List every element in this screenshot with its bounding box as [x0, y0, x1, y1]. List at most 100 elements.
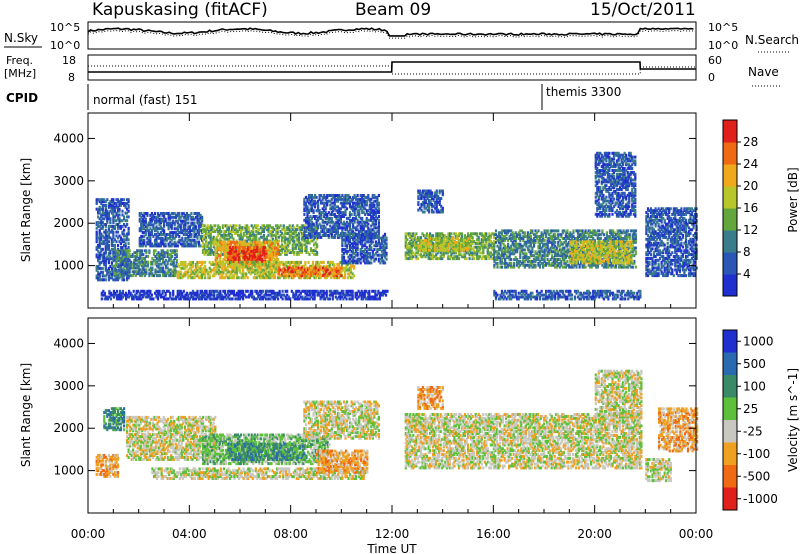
power-echo-cell: [311, 289, 315, 293]
power-echo-cell: [176, 274, 179, 278]
power-echo-cell: [160, 262, 163, 266]
power-echo-cell: [373, 199, 376, 203]
power-echo-cell: [128, 272, 131, 276]
power-echo-cell: [267, 230, 270, 233]
power-echo-cell: [282, 224, 285, 228]
power-echo-cell: [300, 251, 303, 254]
power-echo-cell: [429, 253, 432, 257]
power-echo-cell: [348, 226, 352, 230]
power-echo-cell: [326, 215, 329, 218]
power-echo-cell: [103, 242, 106, 246]
power-echo-cell: [128, 264, 131, 268]
power-echo-cell: [197, 233, 201, 236]
power-echo-cell: [222, 240, 225, 244]
power-echo-cell: [380, 253, 384, 257]
power-echo-cell: [304, 289, 307, 293]
power-echo-cell: [194, 215, 198, 219]
power-echo-cell: [98, 244, 101, 247]
power-echo-cell: [255, 252, 258, 256]
power-echo-cell: [245, 274, 248, 278]
power-echo-cell: [185, 217, 188, 221]
power-echo-cell: [264, 266, 267, 270]
power-echo-cell: [346, 293, 350, 297]
power-echo-cell: [163, 238, 166, 242]
power-echo-cell: [265, 253, 268, 257]
power-echo-cell: [293, 297, 296, 301]
power-echo-cell: [127, 230, 130, 234]
power-echo-cell: [214, 230, 217, 233]
power-echo-cell: [188, 238, 191, 242]
power-echo-cell: [337, 295, 340, 299]
power-echo-cell: [372, 289, 375, 293]
power-echo-cell: [239, 242, 242, 246]
power-echo-cell: [314, 252, 317, 256]
power-echo-cell: [104, 213, 107, 217]
power-echo-cell: [367, 259, 370, 263]
power-echo-cell: [182, 240, 185, 244]
power-echo-cell: [327, 216, 330, 220]
power-echo-cell: [223, 256, 226, 260]
power-echo-cell: [328, 262, 331, 266]
power-echo-cell: [137, 256, 140, 260]
power-echo-cell: [324, 216, 327, 220]
power-echo-cell: [135, 295, 138, 299]
power-echo-cell: [101, 224, 104, 228]
power-echo-cell: [140, 253, 143, 257]
power-echo-cell: [127, 203, 130, 207]
power-echo-cell: [151, 268, 154, 272]
power-echo-cell: [116, 207, 120, 211]
power-echo-cell: [275, 264, 278, 268]
power-echo-cell: [124, 260, 127, 264]
power-echo-cell: [264, 226, 267, 230]
power-echo-cell: [216, 261, 219, 265]
power-echo-cell: [190, 293, 193, 297]
power-echo-cell: [97, 255, 100, 259]
power-echo-cell: [155, 236, 158, 240]
power-echo-cell: [296, 274, 299, 278]
power-echo-cell: [328, 264, 331, 268]
power-echo-cell: [182, 295, 185, 299]
power-echo-cell: [149, 242, 152, 246]
power-echo-cell: [353, 246, 356, 250]
power-echo-cell: [331, 291, 334, 295]
power-echo-cell: [364, 207, 367, 211]
power-echo-cell: [150, 213, 153, 217]
power-echo-cell: [140, 249, 143, 253]
power-echo-cell: [374, 291, 377, 295]
power-echo-cell: [199, 223, 202, 227]
power-echo-cell: [170, 242, 173, 246]
power-echo-cell: [110, 244, 113, 247]
power-echo-cell: [263, 256, 266, 260]
power-echo-cell: [355, 246, 358, 250]
power-echo-cell: [122, 274, 125, 278]
power-echo-cell: [133, 270, 136, 274]
power-echo-cell: [150, 219, 153, 223]
power-echo-cell: [361, 238, 364, 242]
power-echo-cell: [284, 231, 287, 235]
power-echo-cell: [251, 264, 254, 268]
power-echo-cell: [114, 293, 117, 297]
power-echo-cell: [260, 262, 263, 266]
power-echo-cell: [109, 249, 112, 253]
power-echo-cell: [95, 268, 98, 272]
power-echo-cell: [204, 293, 207, 297]
power-echo-cell: [182, 244, 185, 248]
power-echo-cell: [112, 278, 115, 282]
power-echo-cell: [184, 274, 187, 278]
power-echo-region: [95, 198, 130, 282]
power-echo-cell: [239, 268, 242, 272]
power-echo-cell: [349, 293, 353, 297]
power-echo-cell: [419, 253, 423, 257]
power-echo-cell: [213, 268, 216, 272]
power-echo-cell: [311, 239, 314, 243]
power-echo-cell: [187, 215, 190, 219]
power-echo-cell: [336, 235, 339, 239]
power-echo-cell: [143, 212, 146, 215]
power-echo-cell: [412, 241, 415, 245]
power-echo-cell: [409, 251, 412, 255]
power-echo-cell: [162, 249, 165, 253]
power-echo-cell: [284, 295, 287, 299]
power-echo-cell: [275, 230, 278, 233]
power-echo-cell: [178, 217, 181, 221]
power-echo-cell: [175, 255, 178, 258]
